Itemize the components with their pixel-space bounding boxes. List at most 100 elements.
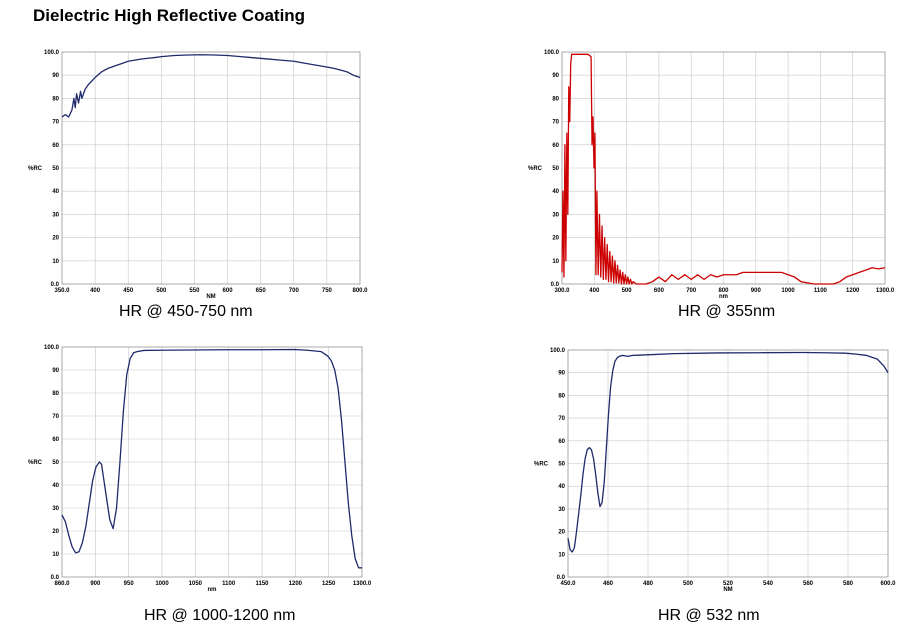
grid (61, 346, 363, 578)
x-tick-label: 860.0 (54, 581, 70, 587)
x-tick-label: 900 (751, 288, 762, 294)
x-tick-label: 500 (683, 581, 694, 587)
y-tick-label: 0.0 (51, 575, 60, 581)
chart-caption: HR @ 532 nm (658, 607, 760, 624)
chart-hr-450-750: 350.0 400 450 500 550 600 650 700 750 800.0 0.0 10 2… (28, 50, 368, 300)
y-tick-label: 0.0 (557, 575, 566, 581)
x-axis-label: NM (723, 587, 732, 593)
y-tick-label: 10 (52, 552, 59, 558)
y-tick-label: 50 (52, 460, 59, 466)
grid (61, 51, 361, 285)
plot-frame (561, 51, 886, 285)
chart-hr-1000-1200: 860.0 900 950 1000 1050 1100 1150 1200 1250 1300.… (28, 345, 372, 593)
x-axis-label: NM (206, 294, 215, 300)
y-tick-label: 50 (552, 166, 559, 172)
series-line (61, 54, 361, 118)
y-tick-label: 30 (552, 212, 559, 218)
series-line (561, 53, 886, 285)
chart-hr-532: 450.0 460 480 500 520 540 560 580 600.0 0.0 10 20 30… (534, 348, 896, 593)
x-tick-label: 520 (723, 581, 734, 587)
y-tick-label: 10 (558, 552, 565, 558)
y-tick-label: 40 (552, 189, 559, 195)
x-tick-label: 1300.0 (876, 288, 895, 294)
y-tick-label: 50 (558, 462, 565, 468)
y-tick-label: 70 (558, 416, 565, 422)
y-tick-label: 90 (558, 371, 565, 377)
y-tick-label: 80 (52, 96, 59, 102)
x-tick-label: 1000 (781, 288, 795, 294)
y-tick-label: 30 (558, 507, 565, 513)
x-tick-label: 350.0 (54, 288, 70, 294)
y-tick-label: 100.0 (44, 50, 60, 56)
y-tick-label: 0.0 (51, 282, 60, 288)
x-tick-label: 950 (124, 581, 135, 587)
y-tick-label: 70 (52, 414, 59, 420)
x-tick-label: 1050 (189, 581, 203, 587)
x-tick-label: 600 (654, 288, 665, 294)
y-tick-label: 20 (52, 236, 59, 242)
x-tick-label: 300.0 (554, 288, 570, 294)
y-tick-label: 20 (552, 236, 559, 242)
x-tick-label: 900 (90, 581, 101, 587)
x-tick-label: 500 (156, 288, 167, 294)
y-tick-label: 20 (558, 530, 565, 536)
x-axis-label: nm (719, 294, 728, 300)
chart-panel-hr-450-750: 350.0 400 450 500 550 600 650 700 750 800.0 0.0 10 2… (0, 40, 380, 330)
x-tick-label: 400 (589, 288, 600, 294)
y-tick-label: 100.0 (544, 50, 560, 56)
chart-panel-hr-532: 450.0 460 480 500 520 540 560 580 600.0 0.0 10 20 30… (520, 335, 911, 641)
x-tick-label: 560 (803, 581, 814, 587)
y-tick-label: 40 (52, 483, 59, 489)
page-title: Dielectric High Reflective Coating (33, 6, 306, 25)
y-tick-label: 30 (52, 506, 59, 512)
y-tick-label: 100.0 (550, 348, 566, 354)
y-tick-label: 0.0 (551, 282, 560, 288)
y-tick-label: 10 (552, 259, 559, 265)
x-tick-label: 450 (123, 288, 134, 294)
y-tick-label: 80 (552, 96, 559, 102)
x-tick-label: 700 (686, 288, 697, 294)
x-tick-label: 500 (622, 288, 633, 294)
y-tick-label: 60 (552, 143, 559, 149)
x-tick-label: 1300.0 (353, 581, 372, 587)
series-line (61, 348, 362, 569)
y-tick-label: 90 (552, 73, 559, 79)
y-tick-label: 60 (52, 143, 59, 149)
x-tick-label: 580 (843, 581, 854, 587)
x-tick-label: 1250 (322, 581, 336, 587)
y-tick-label: 40 (558, 484, 565, 490)
x-tick-label: 600 (223, 288, 234, 294)
y-tick-label: 70 (552, 120, 559, 126)
x-tick-label: 540 (763, 581, 774, 587)
plot-frame (61, 346, 363, 578)
x-tick-label: 1100 (814, 288, 828, 294)
x-tick-label: 400 (90, 288, 101, 294)
grid (567, 349, 889, 578)
y-tick-label: 10 (52, 259, 59, 265)
series-line (567, 351, 889, 553)
y-axis-label: %RC (28, 166, 43, 172)
x-tick-label: 1150 (255, 581, 269, 587)
chart-caption: HR @ 450-750 nm (119, 303, 253, 320)
chart-panel-hr-355: 300.0 400 500 600 700 800 900 1000 1100 1200 1300.… (520, 40, 911, 330)
y-tick-label: 80 (52, 391, 59, 397)
y-tick-label: 60 (52, 437, 59, 443)
y-tick-label: 30 (52, 212, 59, 218)
y-tick-label: 90 (52, 73, 59, 79)
x-tick-label: 650 (256, 288, 267, 294)
x-tick-label: 800.0 (352, 288, 368, 294)
plot-frame (567, 349, 889, 578)
x-tick-label: 700 (289, 288, 300, 294)
x-tick-label: 460 (603, 581, 614, 587)
y-tick-label: 40 (52, 189, 59, 195)
y-tick-label: 90 (52, 368, 59, 374)
x-tick-label: 450.0 (560, 581, 576, 587)
x-tick-label: 550 (189, 288, 200, 294)
chart-caption: HR @ 1000-1200 nm (144, 607, 296, 624)
y-tick-label: 80 (558, 393, 565, 399)
y-tick-label: 50 (52, 166, 59, 172)
plot-frame (61, 51, 361, 285)
x-tick-label: 1200 (289, 581, 303, 587)
grid (561, 51, 886, 285)
x-axis-label: nm (208, 587, 217, 593)
